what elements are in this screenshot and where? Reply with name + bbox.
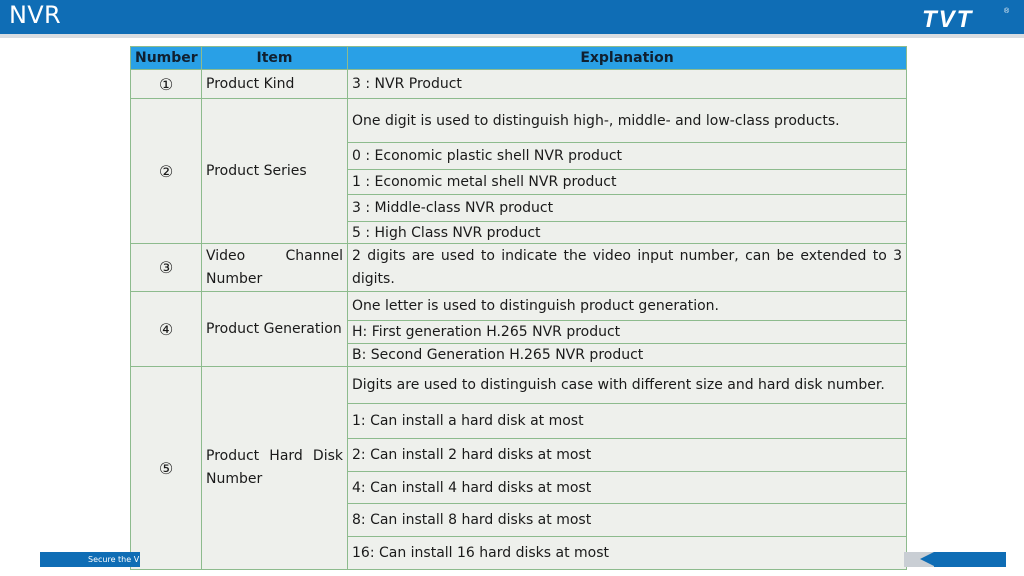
explanation-cell: 2 digits are used to indicate the video …	[347, 243, 907, 292]
explanation-cell: 3 : NVR Product	[347, 69, 907, 99]
table-row: 1 : Economic metal shell NVR product	[131, 169, 907, 195]
explanation-cell: 16: Can install 16 hard disks at most	[347, 536, 907, 570]
explanation-cell: 8: Can install 8 hard disks at most	[347, 503, 907, 537]
footer-arrow-icon	[920, 552, 934, 566]
section-item: Product Kind	[201, 69, 348, 99]
table-row: 5 : High Class NVR product	[131, 221, 907, 244]
footer-left-bar: Secure the V	[40, 552, 140, 567]
table-row: ⑤ Product Hard Disk Number Digits are us…	[130, 366, 907, 570]
logo-text: TVT	[922, 6, 974, 31]
footer-slogan: Secure the V	[88, 555, 140, 564]
section-number: ①	[130, 69, 202, 99]
table-row: 8: Can install 8 hard disks at most	[131, 503, 907, 537]
table-row: 1: Can install a hard disk at most	[131, 403, 907, 439]
table-row: ② Product Series One digit is used to di…	[130, 98, 907, 244]
section-number: ④	[130, 291, 202, 367]
explanation-cell: 2: Can install 2 hard disks at most	[347, 438, 907, 472]
table-row: 4: Can install 4 hard disks at most	[131, 471, 907, 504]
explanation-cell: 0 : Economic plastic shell NVR product	[347, 142, 907, 170]
col-header-number: Number	[130, 46, 202, 70]
explanation-cell: 5 : High Class NVR product	[347, 221, 907, 244]
header-bar	[0, 0, 1024, 34]
explanation-cell: 1: Can install a hard disk at most	[347, 403, 907, 439]
section-item: Product Generation	[201, 291, 348, 367]
explanation-cell: Digits are used to distinguish case with…	[347, 366, 907, 404]
table-row: 16: Can install 16 hard disks at most	[131, 536, 907, 570]
section-number: ③	[130, 243, 202, 292]
section-number: ②	[130, 98, 202, 244]
logo-registered-mark: ®	[1004, 7, 1010, 15]
section-item: Video Channel Number	[201, 243, 348, 292]
header-stripe	[0, 34, 1024, 38]
explanation-cell: B: Second Generation H.265 NVR product	[347, 343, 907, 367]
explanation-cell: H: First generation H.265 NVR product	[347, 320, 907, 344]
explanation-cell: One letter is used to distinguish produc…	[347, 291, 907, 321]
explanation-cell: 4: Can install 4 hard disks at most	[347, 471, 907, 504]
section-item-line: Product Hard Disk Number	[206, 448, 343, 487]
table-row: ① Product Kind 3 : NVR Product	[130, 69, 907, 99]
table-row: H: First generation H.265 NVR product	[131, 320, 907, 344]
table-row: 2: Can install 2 hard disks at most	[131, 438, 907, 472]
section-item: Product Hard Disk Number	[201, 366, 348, 570]
col-header-item: Item	[201, 46, 348, 70]
tvt-logo: TVT ®	[922, 6, 1010, 31]
explanation-cell: 1 : Economic metal shell NVR product	[347, 169, 907, 195]
table-row: 0 : Economic plastic shell NVR product	[131, 142, 907, 170]
section-item: Product Series	[201, 98, 348, 244]
table-row: ④ Product Generation One letter is used …	[130, 291, 907, 367]
col-header-explanation: Explanation	[347, 46, 907, 70]
spec-table: Number Item Explanation ① Product Kind 3…	[130, 46, 907, 570]
section-number: ⑤	[130, 366, 202, 570]
table-row: ③ Video Channel Number 2 digits are used…	[130, 243, 907, 292]
slide-title: NVR	[9, 1, 61, 29]
explanation-cell: 3 : Middle-class NVR product	[347, 194, 907, 222]
table-row: B: Second Generation H.265 NVR product	[131, 343, 907, 367]
section-item-line: Video Channel Number	[206, 247, 343, 287]
explanation-cell: One digit is used to distinguish high-, …	[347, 98, 907, 143]
